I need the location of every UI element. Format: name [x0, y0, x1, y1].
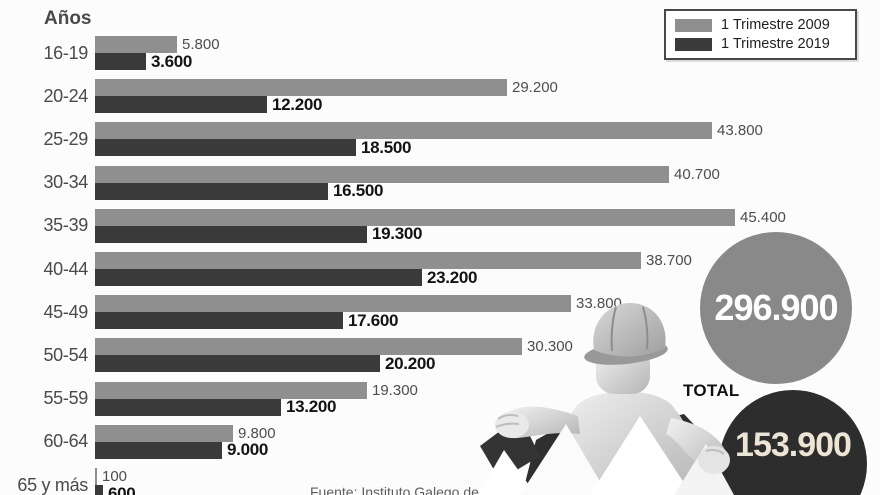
- value-label-2019: 18.500: [361, 137, 412, 157]
- chart-row: 60-64 9.800 9.000: [0, 424, 745, 461]
- paper-flap: [590, 416, 692, 495]
- bar-2009: [95, 79, 507, 97]
- value-label-2009: 38.700: [646, 252, 692, 269]
- bar-2019: [95, 182, 328, 200]
- bar-group: 43.800 18.500: [95, 122, 763, 157]
- axis-title: Años: [44, 8, 92, 29]
- chart-row: 16-19 5.800 3.600: [0, 36, 745, 72]
- category-label: 50-54: [43, 344, 88, 365]
- category-label: 55-59: [43, 388, 88, 409]
- legend-label-2019: 1 Trimestre 2019: [721, 36, 830, 52]
- chart-row: 20-24 29.200 12.200: [0, 79, 745, 115]
- chart-row: 30-34 40.700 16.500: [0, 165, 745, 202]
- value-label-2009: 33.800: [576, 295, 622, 313]
- chart-row: 50-54 30.300 20.200: [0, 338, 745, 374]
- chart-row: 55-59 19.300 13.200: [0, 381, 745, 418]
- bar-2019: [95, 269, 422, 286]
- legend-swatch-2019-icon: [675, 37, 712, 51]
- bar-2019: [95, 53, 146, 70]
- cap-seam-line: [610, 306, 617, 352]
- total-circle-2009: 296.900: [700, 232, 852, 384]
- bar-group: 45.400 19.300: [95, 208, 786, 244]
- category-label: 45-49: [43, 301, 88, 322]
- value-label-2009: 100: [102, 468, 128, 485]
- category-label: 65 y más: [17, 474, 88, 495]
- value-label-2019: 19.300: [372, 224, 423, 244]
- category-label: 40-44: [43, 258, 88, 279]
- value-label-2019: 16.500: [333, 181, 384, 201]
- chart-row: 65 y más 100 600: [0, 468, 745, 495]
- bar-group: 100 600: [95, 468, 136, 495]
- paper-flap: [520, 424, 608, 495]
- category-label: 20-24: [43, 85, 88, 106]
- value-label-2019: 12.200: [272, 94, 323, 114]
- legend: 1 Trimestre 2009 1 Trimestre 2019: [664, 9, 857, 60]
- bar-2019: [95, 139, 356, 157]
- bar-2009: [95, 36, 177, 53]
- bar-group: 29.200 12.200: [95, 79, 558, 114]
- category-label: 35-39: [43, 215, 88, 236]
- total-label: TOTAL: [683, 381, 740, 400]
- bar-group: 30.300 20.200: [95, 338, 573, 373]
- legend-item-2009: 1 Trimestre 2009: [675, 17, 846, 33]
- chart-row: 25-29 43.800 18.500: [0, 122, 763, 158]
- worker-left-hand: [495, 412, 529, 438]
- source-note: Fuente: Instituto Galego de Estatística: [310, 484, 548, 495]
- bar-group: 5.800 3.600: [95, 36, 220, 71]
- bar-2009: [95, 338, 522, 356]
- category-label: 30-34: [43, 172, 88, 193]
- value-label-2009: 19.300: [372, 381, 418, 399]
- bar-2019: [95, 485, 103, 495]
- bar-2019: [95, 312, 343, 330]
- bar-2009: [95, 381, 367, 399]
- chart-row: 40-44 38.700 23.200: [0, 252, 745, 288]
- bar-2009: [95, 165, 669, 183]
- bar-2009: [95, 208, 735, 226]
- construction-worker-illustration: [478, 303, 734, 495]
- bar-2019: [95, 441, 222, 459]
- hand-finger-lines: [495, 414, 520, 428]
- chart-row: 45-49 33.800 17.600: [0, 295, 745, 331]
- value-label-2009: 29.200: [512, 79, 558, 97]
- bar-2009: [95, 295, 571, 313]
- value-label-2009: 40.700: [674, 165, 720, 183]
- bar-group: 33.800 17.600: [95, 295, 622, 330]
- bar-2019: [95, 355, 380, 373]
- value-label-2019: 23.200: [427, 267, 478, 287]
- bar-group: 19.300 13.200: [95, 381, 418, 417]
- category-label: 16-19: [43, 42, 88, 63]
- bar-2009: [95, 122, 712, 140]
- bar-2019: [95, 96, 267, 114]
- value-label-2019: 20.200: [385, 353, 436, 373]
- worker-cap: [593, 303, 666, 357]
- value-label-2019: 17.600: [348, 310, 399, 330]
- bar-group: 40.700 16.500: [95, 165, 720, 201]
- value-label-2019: 600: [108, 483, 136, 495]
- category-label: 60-64: [43, 431, 88, 452]
- legend-swatch-2009-icon: [675, 18, 712, 32]
- chart-row: 35-39 45.400 19.300: [0, 208, 786, 245]
- value-label-2009: 5.800: [182, 36, 220, 53]
- value-label-2009: 30.300: [527, 338, 573, 356]
- bar-2019: [95, 398, 281, 416]
- paper-flap: [478, 450, 536, 495]
- cap-seam-line: [642, 306, 649, 350]
- bar-2009: [95, 252, 641, 269]
- bar-2009: [95, 468, 97, 485]
- bar-2009: [95, 424, 233, 442]
- value-label-2009: 43.800: [717, 122, 763, 140]
- bar-group: 38.700 23.200: [95, 252, 692, 287]
- bar-2019: [95, 225, 367, 243]
- value-label-2019: 13.200: [286, 397, 337, 417]
- legend-label-2009: 1 Trimestre 2009: [721, 17, 830, 33]
- bar-group: 9.800 9.000: [95, 424, 276, 460]
- hand-finger-lines: [705, 449, 725, 455]
- category-label: 25-29: [43, 128, 88, 149]
- legend-item-2019: 1 Trimestre 2019: [675, 36, 846, 52]
- value-label-2019: 3.600: [151, 51, 193, 71]
- value-label-2009: 45.400: [740, 208, 786, 226]
- value-label-2009: 9.800: [238, 424, 276, 442]
- value-label-2019: 9.000: [227, 440, 269, 460]
